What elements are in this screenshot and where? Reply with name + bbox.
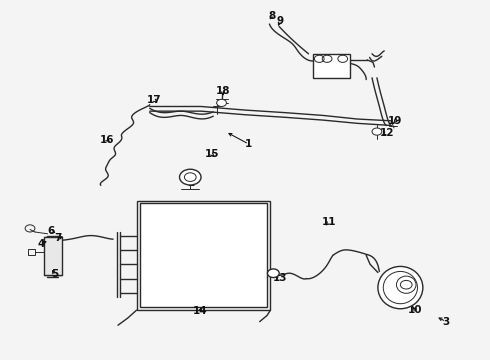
Text: 3: 3 (442, 317, 450, 327)
Bar (140, 203, 267, 307)
Text: 11: 11 (322, 217, 336, 227)
Text: 14: 14 (193, 306, 207, 316)
Circle shape (217, 99, 226, 107)
Text: 8: 8 (268, 11, 275, 21)
Circle shape (268, 269, 279, 278)
Circle shape (179, 169, 201, 185)
Bar (314, 54, 350, 78)
Text: 7: 7 (55, 233, 62, 243)
Bar (44, 237, 62, 275)
Text: 16: 16 (100, 135, 115, 145)
Text: 9: 9 (277, 17, 284, 27)
Text: 5: 5 (51, 269, 58, 279)
Text: 1: 1 (245, 139, 252, 149)
Text: 17: 17 (147, 95, 162, 105)
Text: 15: 15 (204, 149, 219, 159)
Text: 18: 18 (216, 86, 230, 96)
Text: 13: 13 (273, 273, 288, 283)
Text: 10: 10 (408, 305, 422, 315)
Bar (27, 249, 35, 255)
Circle shape (184, 173, 196, 181)
Bar (137, 201, 270, 310)
Text: 2: 2 (187, 178, 194, 188)
Ellipse shape (378, 266, 423, 309)
Text: 4: 4 (37, 239, 45, 249)
Text: 19: 19 (388, 116, 403, 126)
Circle shape (372, 128, 382, 135)
Text: 6: 6 (47, 226, 54, 236)
Text: 12: 12 (379, 128, 394, 138)
